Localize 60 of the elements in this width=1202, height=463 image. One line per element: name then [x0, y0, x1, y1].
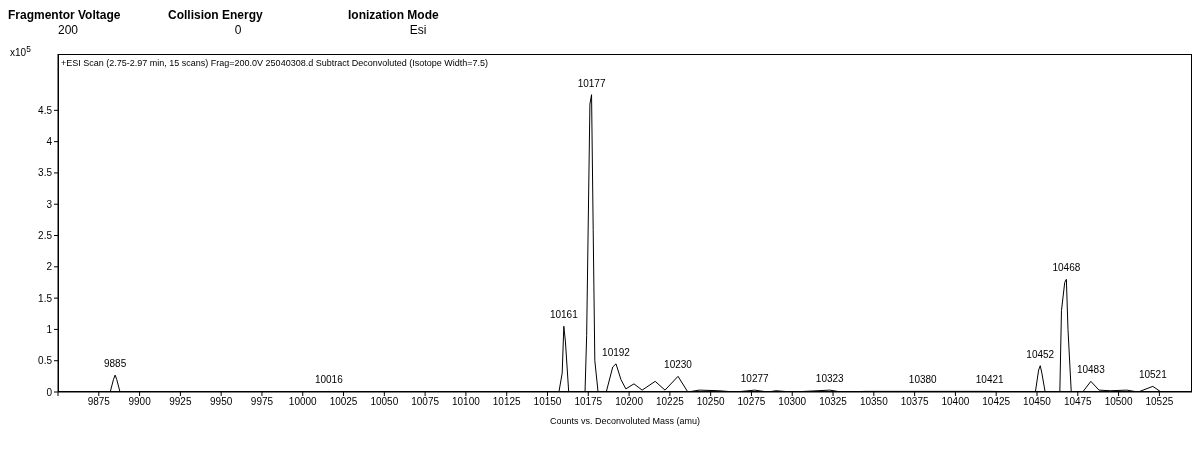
y-tick-label: 0.5 — [38, 355, 53, 367]
x-tick-label: 10000 — [288, 396, 318, 408]
x-tick-label: 10175 — [574, 396, 603, 408]
y-tick-label: 2.5 — [38, 230, 53, 242]
x-tick-label: 9950 — [210, 396, 233, 408]
x-tick-label: 10425 — [982, 396, 1011, 408]
y-tick-label: 4 — [46, 136, 53, 148]
text: +ESI Scan (2.75-2.97 min, 15 scans) Frag=200.0V 25040308.d Subtract Deconvoluted (Isotope Width=7.5) — [61, 58, 489, 68]
text: 200 — [57, 23, 79, 38]
x-tick-label: 9925 — [169, 396, 192, 408]
annotation: 10177 — [577, 77, 606, 89]
x-tick-label: 10375 — [900, 396, 929, 408]
x-tick-label: 10225 — [655, 396, 685, 408]
text: Collision Energy — [168, 8, 264, 23]
x-axis-title: Counts vs. Deconvoluted Mass (amu) — [548, 416, 702, 426]
y-tick-label: 1.5 — [38, 292, 53, 304]
text: 0 — [233, 23, 243, 38]
annotation: 10483 — [1076, 364, 1106, 376]
annotation: 10380 — [908, 374, 938, 386]
x-tick-label: 10500 — [1104, 396, 1133, 408]
x-tick-label: 9875 — [87, 396, 111, 408]
x-tick-label: 10025 — [329, 396, 358, 408]
x-tick-label: 10250 — [696, 396, 725, 408]
y-tick-label: 2 — [46, 261, 53, 273]
y-tick-label: 1 — [46, 323, 53, 335]
x-tick-label: 9900 — [128, 396, 152, 408]
text: Esi — [408, 23, 428, 38]
annotation: 10468 — [1052, 262, 1081, 274]
annotation: 10323 — [815, 373, 845, 385]
annotation: 10277 — [740, 373, 770, 385]
y-axis-title: x10$^{5}$ — [10, 44, 31, 59]
x-tick-label: 10100 — [452, 396, 481, 408]
x-tick-label: 10150 — [533, 396, 562, 408]
annotation: 9885 — [103, 358, 127, 370]
x-tick-label: 10125 — [492, 396, 522, 408]
annotation: 10230 — [664, 359, 693, 371]
annotation: 10421 — [975, 374, 1005, 386]
text: Ionization Mode — [348, 8, 440, 23]
x-tick-label: 10325 — [819, 396, 848, 408]
x-tick-label: 10050 — [370, 396, 399, 408]
x-tick-label: 10300 — [778, 396, 807, 408]
annotation: 10016 — [314, 374, 344, 386]
annotation: 10452 — [1026, 348, 1055, 360]
x-tick-label: 10075 — [411, 396, 440, 408]
x-tick-label: 9975 — [250, 396, 274, 408]
x-tick-label: 10525 — [1145, 396, 1174, 408]
x-tick-label: 10200 — [615, 396, 644, 408]
x-tick-label: 10275 — [737, 396, 766, 408]
x-tick-label: 10350 — [859, 396, 889, 408]
y-tick-label: 3 — [46, 198, 53, 210]
y-tick-label: 4.5 — [38, 104, 53, 116]
annotation: 10192 — [602, 346, 631, 358]
x-tick-label: 10475 — [1063, 396, 1093, 408]
y-tick-label: 0 — [46, 386, 53, 398]
y-tick-label: 3.5 — [38, 167, 53, 179]
x-tick-label: 10450 — [1023, 396, 1052, 408]
x-tick-label: 10400 — [941, 396, 970, 408]
text: Fragmentor Voltage — [8, 8, 122, 23]
annotation: 10521 — [1138, 369, 1168, 381]
annotation: 10161 — [549, 309, 579, 321]
